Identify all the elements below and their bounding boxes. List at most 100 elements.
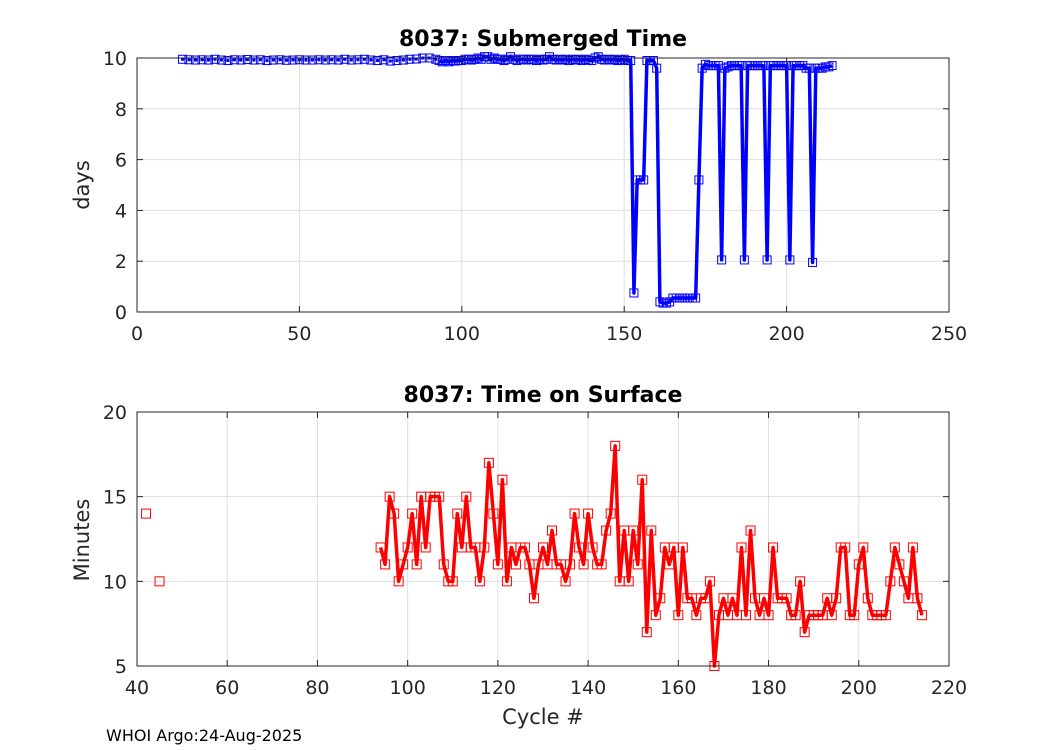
surface-time-point: [528, 593, 539, 604]
surface-time-point: [447, 576, 458, 587]
submerged-point-dot: [323, 58, 327, 62]
surface-time-point: [452, 508, 463, 519]
bottom-ytick-label: 20: [103, 402, 127, 424]
submerged-time-series: [177, 52, 837, 308]
submerged-point: [548, 54, 558, 64]
submerged-point-dot: [349, 58, 353, 62]
submerged-point: [522, 55, 532, 65]
surface-time-point: [781, 593, 792, 604]
surface-time-point: [898, 576, 909, 587]
surface-time-point: [402, 542, 413, 553]
submerged-point: [720, 63, 730, 73]
bottom-xtick-label: 200: [841, 677, 877, 699]
submerged-line-early: [182, 57, 436, 62]
top-ytick-label: 10: [103, 48, 127, 70]
submerged-point: [346, 55, 356, 65]
top-xtick-label: 100: [444, 323, 480, 345]
submerged-point: [301, 55, 311, 65]
top-plot-title: 8037: Submerged Time: [399, 27, 687, 52]
submerged-point: [398, 55, 408, 65]
submerged-point: [268, 55, 278, 65]
submerged-point: [554, 54, 564, 64]
submerged-point: [210, 54, 220, 64]
bottom-xtick-label: 120: [480, 677, 516, 699]
surface-time-point: [889, 542, 900, 553]
submerged-point-dot: [362, 57, 366, 61]
submerged-point-dot: [291, 58, 295, 62]
submerged-point: [184, 55, 194, 65]
top-plot-ticks: 0 50 100 150 200 250 0 2 4 6 8 10: [103, 48, 967, 345]
submerged-point-dot: [206, 58, 210, 62]
submerged-point-dot: [213, 57, 217, 61]
surface-time-point: [700, 593, 711, 604]
submerged-point: [798, 61, 808, 71]
surface-time-point: [632, 559, 643, 570]
surface-time-point: [763, 610, 774, 621]
submerged-point-dot: [284, 58, 288, 62]
top-xtick-label: 250: [931, 323, 967, 345]
surface-time-point: [479, 542, 490, 553]
submerged-point: [629, 288, 639, 298]
surface-time-point: [583, 508, 594, 519]
surface-time-point: [601, 525, 612, 536]
surface-time-isolated-point: [154, 576, 165, 587]
surface-time-point: [637, 474, 648, 485]
submerged-point: [262, 56, 272, 66]
submerged-point: [626, 56, 636, 66]
submerged-point: [528, 54, 538, 64]
submerged-point: [467, 55, 477, 65]
submerged-point: [249, 55, 259, 65]
surface-time-point: [510, 559, 521, 570]
submerged-point: [785, 255, 795, 265]
submerged-point: [736, 61, 746, 71]
surface-time-point: [398, 559, 409, 570]
submerged-point-dot: [408, 57, 412, 61]
bottom-xtick-label: 180: [750, 677, 786, 699]
submerged-point-dot: [245, 58, 249, 62]
submerged-point: [476, 54, 486, 64]
surface-time-point: [461, 491, 472, 502]
submerged-point: [359, 54, 369, 64]
submerged-point: [411, 54, 421, 64]
submerged-point: [661, 298, 671, 308]
submerged-point: [583, 55, 593, 65]
submerged-point-dot: [278, 58, 282, 62]
submerged-point: [327, 55, 337, 65]
top-ytick-label: 2: [115, 251, 127, 273]
time-on-surface-plot: 40 60 80 100 120 140 160 180 200 220 5 10 15 20 8037:…: [70, 383, 967, 729]
bottom-xtick-label: 80: [305, 677, 329, 699]
top-xtick-label: 150: [606, 323, 642, 345]
surface-time-point: [384, 491, 395, 502]
submerged-point-dot: [388, 59, 392, 63]
surface-time-point: [858, 542, 869, 553]
submerged-point: [717, 255, 727, 265]
surface-time-point: [840, 542, 851, 553]
submerged-point: [229, 55, 239, 65]
submerged-point: [609, 54, 619, 64]
bottom-xtick-label: 160: [660, 677, 696, 699]
surface-time-point: [646, 525, 657, 536]
submerged-point-dot: [187, 58, 191, 62]
submerged-point: [385, 56, 395, 66]
surface-time-point: [664, 559, 675, 570]
submerged-point: [288, 55, 298, 65]
surface-time-point: [574, 542, 585, 553]
top-ytick-label: 4: [115, 200, 127, 222]
submerged-point-dot: [252, 58, 256, 62]
submerged-point: [486, 54, 496, 64]
surface-time-point: [831, 593, 842, 604]
top-xtick-label: 0: [131, 323, 143, 345]
submerged-point: [307, 55, 317, 65]
submerged-point: [557, 55, 567, 65]
submerged-point: [808, 257, 818, 267]
submerged-point: [535, 54, 545, 64]
submerged-point: [470, 54, 480, 64]
submerged-point: [600, 55, 610, 65]
surface-time-point: [736, 542, 747, 553]
surface-time-point: [655, 593, 666, 604]
submerged-point: [580, 54, 590, 64]
submerged-point-dot: [258, 58, 262, 62]
surface-time-point: [641, 627, 652, 638]
submerged-point: [574, 54, 584, 64]
